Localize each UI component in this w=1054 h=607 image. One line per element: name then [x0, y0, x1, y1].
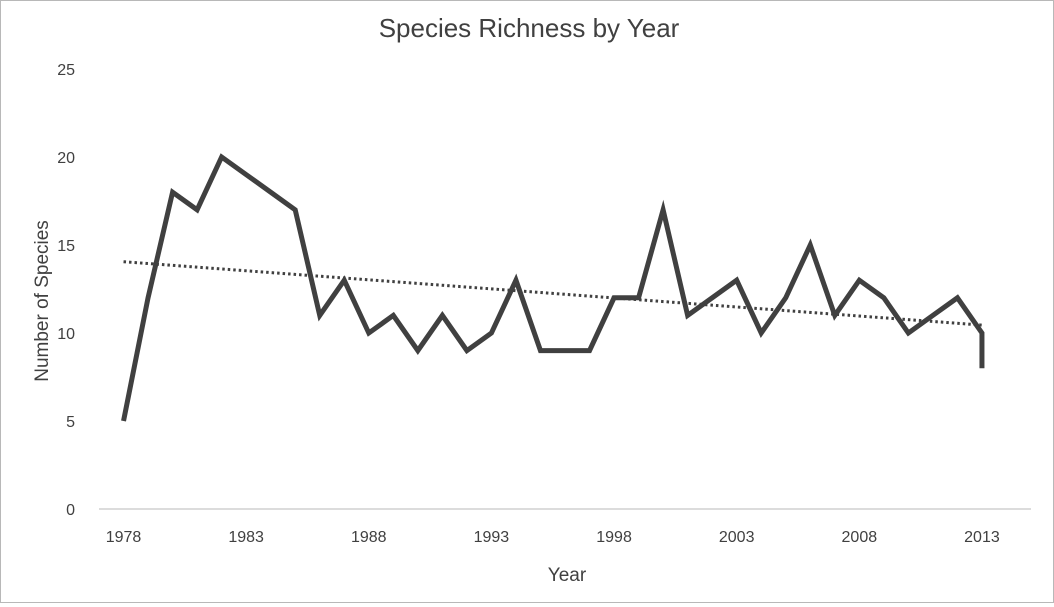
x-tick-label: 2008	[842, 529, 878, 546]
y-axis-ticks: 0 5 10 15 20 25	[57, 62, 75, 519]
y-tick-label: 10	[57, 326, 75, 343]
series-line	[124, 157, 982, 421]
trendline	[124, 262, 982, 325]
y-tick-label: 15	[57, 238, 75, 255]
series-layer	[124, 157, 982, 421]
x-tick-label: 1978	[106, 529, 142, 546]
x-axis-label: Year	[548, 565, 587, 586]
x-tick-label: 1998	[596, 529, 632, 546]
y-axis-label: Number of Species	[32, 220, 53, 382]
y-tick-label: 20	[57, 150, 75, 167]
x-tick-label: 1983	[228, 529, 264, 546]
x-tick-label: 2003	[719, 529, 755, 546]
x-tick-label: 1988	[351, 529, 387, 546]
chart-title: Species Richness by Year	[379, 13, 680, 43]
y-tick-label: 0	[66, 502, 75, 519]
x-tick-label: 2013	[964, 529, 1000, 546]
x-tick-label: 1993	[474, 529, 510, 546]
y-tick-label: 5	[66, 414, 75, 431]
y-tick-label: 25	[57, 62, 75, 79]
x-axis-ticks: 1978 1983 1988 1993 1998 2003 2008 2013	[106, 529, 1000, 546]
